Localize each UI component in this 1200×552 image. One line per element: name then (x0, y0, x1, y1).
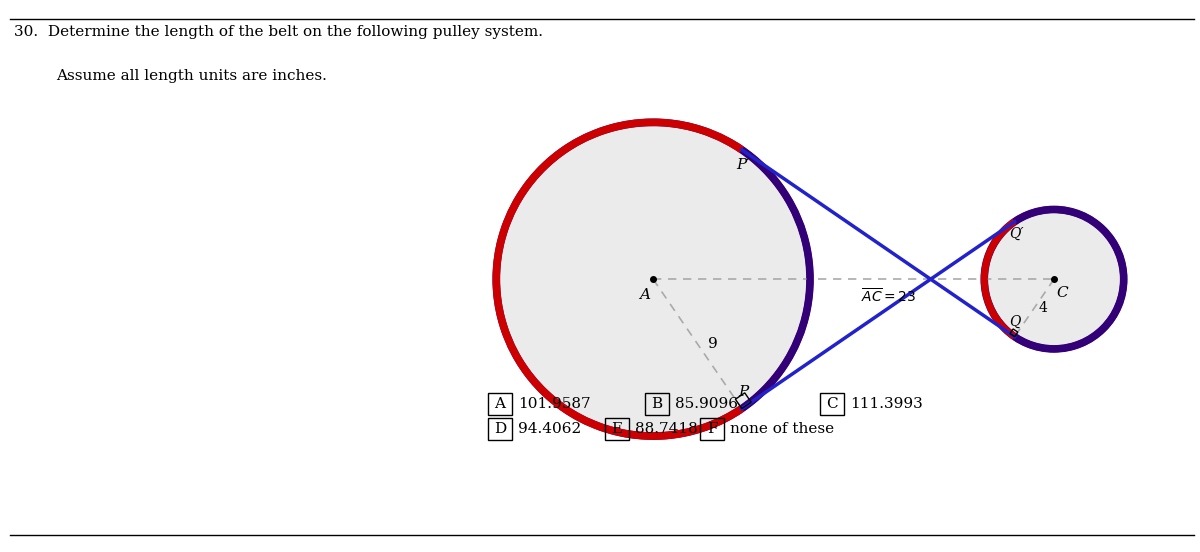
Text: A: A (638, 288, 649, 302)
Text: P′: P′ (737, 158, 750, 172)
Text: 30.  Determine the length of the belt on the following pulley system.: 30. Determine the length of the belt on … (14, 25, 544, 39)
Circle shape (984, 209, 1123, 349)
Text: F: F (707, 422, 718, 436)
Text: 9: 9 (708, 337, 718, 351)
Bar (488, 393, 512, 415)
Text: E: E (612, 422, 623, 436)
Text: 88.7418: 88.7418 (635, 422, 697, 436)
Text: B: B (652, 397, 662, 411)
Text: D: D (494, 422, 506, 436)
Circle shape (497, 123, 810, 436)
Bar (646, 393, 670, 415)
Bar (605, 418, 629, 440)
Text: 85.9096: 85.9096 (674, 397, 738, 411)
Text: $\overline{AC} = 23$: $\overline{AC} = 23$ (860, 287, 916, 305)
Text: P: P (738, 385, 749, 399)
Text: C: C (826, 397, 838, 411)
Text: Assume all length units are inches.: Assume all length units are inches. (56, 69, 328, 83)
Text: 94.4062: 94.4062 (518, 422, 581, 436)
Text: 111.3993: 111.3993 (850, 397, 923, 411)
Bar (820, 393, 844, 415)
Bar (700, 418, 724, 440)
Text: 101.9587: 101.9587 (518, 397, 590, 411)
Bar (488, 418, 512, 440)
Text: C: C (1057, 286, 1068, 300)
Text: none of these: none of these (730, 422, 834, 436)
Text: 4: 4 (1039, 301, 1048, 315)
Text: Q: Q (1009, 315, 1020, 329)
Text: A: A (494, 397, 505, 411)
Text: Q′: Q′ (1009, 227, 1024, 241)
